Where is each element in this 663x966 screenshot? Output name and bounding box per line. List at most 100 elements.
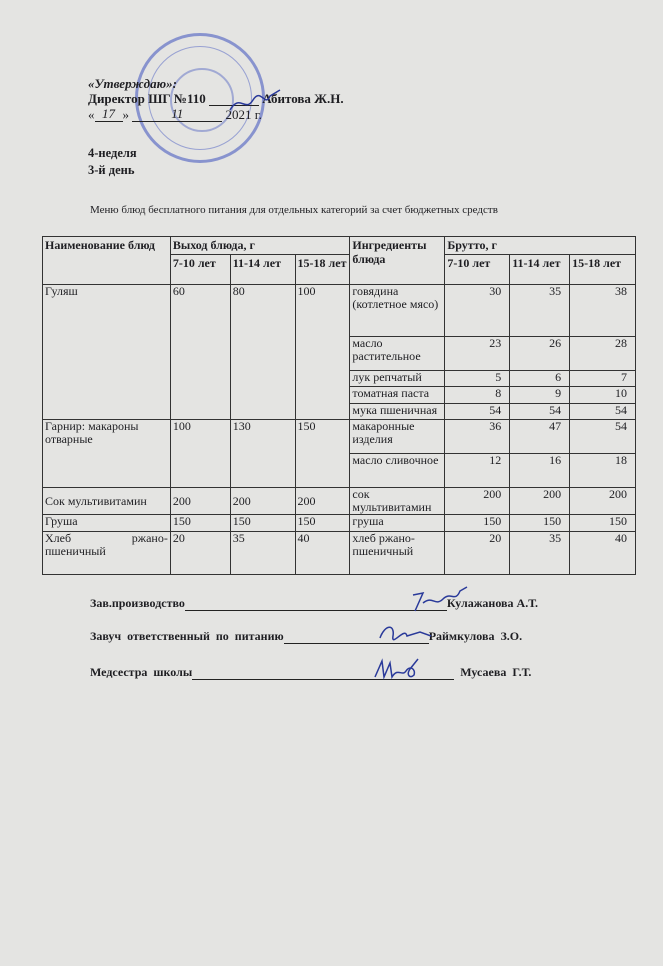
ingredient-gross: 9 bbox=[509, 386, 571, 404]
ingredient-gross: 5 bbox=[444, 370, 511, 387]
table-row: Гуляш 60 80 100 говядина (котлетное мясо) 30 3… bbox=[42, 284, 636, 420]
ingredient-gross: 54 bbox=[444, 403, 511, 420]
dish-output: 150 bbox=[169, 514, 231, 532]
ingredient-name: макаронные изделия bbox=[349, 419, 446, 454]
director-signature bbox=[229, 89, 281, 111]
signature-name: Кулажанова А.Т. bbox=[446, 596, 538, 610]
ingredient-name: груша bbox=[349, 514, 446, 532]
ingredient-gross: 38 bbox=[569, 284, 636, 337]
ingredient-gross: 26 bbox=[509, 336, 571, 371]
table-row: масло растительное 23 26 28 bbox=[43, 336, 636, 371]
ingredient-gross: 20 bbox=[444, 531, 511, 575]
dish-output: 40 bbox=[294, 531, 351, 575]
signature-row: Зав.производство Кулажанова А.Т. bbox=[90, 596, 538, 611]
dish-output: 130 bbox=[229, 419, 296, 488]
signature-role: Зав.производство bbox=[90, 596, 185, 610]
ingredient-gross: 8 bbox=[444, 386, 511, 404]
header-age-11-14: 11-14 лет bbox=[509, 254, 571, 285]
document-title: Меню блюд бесплатного питания для отдель… bbox=[90, 204, 498, 216]
ingredient-gross: 28 bbox=[569, 336, 636, 371]
dish-output: 150 bbox=[229, 514, 296, 532]
ingredient-gross: 10 bbox=[569, 386, 636, 404]
header-ingredients: Ингредиенты блюда bbox=[349, 236, 446, 285]
ingredient-gross: 54 bbox=[569, 419, 636, 454]
dish-output: 150 bbox=[294, 514, 351, 532]
signature-line bbox=[192, 679, 455, 680]
ingredient-name: сок мультивитамин bbox=[349, 487, 446, 515]
dish-output: 60 bbox=[169, 284, 231, 420]
dish-name: Сок мультивитамин bbox=[42, 487, 171, 515]
date-year: 2021 г. bbox=[225, 107, 262, 122]
ingredient-gross: 18 bbox=[569, 453, 636, 488]
header-dish: Наименование блюд bbox=[42, 236, 171, 285]
signature-row: Завуч ответственный по питанию Раймкулова… bbox=[90, 629, 522, 644]
signature-role: Завуч ответственный по питанию bbox=[90, 629, 284, 643]
date-day: 17 bbox=[94, 106, 123, 122]
ingredient-name: лук репчатый bbox=[349, 370, 446, 387]
header-gross: Брутто, г bbox=[444, 236, 636, 255]
ingredient-gross: 35 bbox=[509, 284, 571, 337]
header-age-15-18: 15-18 лет bbox=[569, 254, 636, 285]
ingredient-gross: 200 bbox=[444, 487, 511, 515]
signature-role: Медсестра школы bbox=[90, 665, 193, 679]
table-row: Гарнир: макароны отварные 100 130 150 макаро… bbox=[42, 419, 636, 488]
header-age-15-18: 15-18 лет bbox=[294, 254, 351, 285]
ingredient-gross: 54 bbox=[569, 403, 636, 420]
signature-name: Раймкулова З.О. bbox=[428, 629, 523, 643]
signature-row: Медсестра школы Мусаева Г.Т. bbox=[90, 665, 531, 680]
dish-output: 100 bbox=[294, 284, 351, 420]
header-age-7-10: 7-10 лет bbox=[444, 254, 511, 285]
menu-table: Наименование блюд Выход блюда, г Ингреди… bbox=[42, 236, 636, 575]
signature-raimkulova bbox=[379, 626, 432, 641]
dish-output: 20 bbox=[169, 531, 231, 575]
ingredient-gross: 150 bbox=[444, 514, 511, 532]
ingredient-gross: 30 bbox=[444, 284, 511, 337]
director-name: Абитова Ж.Н. bbox=[262, 91, 344, 106]
ingredient-gross: 12 bbox=[444, 453, 511, 488]
ingredient-gross: 150 bbox=[569, 514, 636, 532]
header-age-11-14: 11-14 лет bbox=[229, 254, 296, 285]
week-day-block: 4-неделя 3-й день bbox=[88, 145, 137, 179]
ingredient-gross: 47 bbox=[509, 419, 571, 454]
dish-name: Гуляш bbox=[42, 284, 171, 420]
signature-kulazhanova bbox=[412, 586, 468, 612]
table-row: Груша 150 150 150 груша 150 150 150 bbox=[42, 514, 636, 532]
ingredient-gross: 200 bbox=[509, 487, 571, 515]
dish-output: 80 bbox=[229, 284, 296, 420]
dish-output: 100 bbox=[169, 419, 231, 488]
director-line: Директор ШГ №110 bbox=[88, 91, 206, 106]
dish-output: 150 bbox=[294, 419, 351, 488]
ingredient-name: мука пшеничная bbox=[349, 403, 446, 420]
ingredient-gross: 36 bbox=[444, 419, 511, 454]
date-month: 11 bbox=[132, 106, 223, 122]
week-label: 4-неделя bbox=[88, 146, 137, 160]
ingredient-name: масло растительное bbox=[349, 336, 446, 371]
ingredient-gross: 16 bbox=[509, 453, 571, 488]
ingredient-gross: 200 bbox=[569, 487, 636, 515]
ingredient-name: говядина (котлетное мясо) bbox=[349, 284, 446, 337]
dish-name: Груша bbox=[42, 514, 171, 532]
ingredient-gross: 23 bbox=[444, 336, 511, 371]
signature-line bbox=[184, 610, 447, 611]
ingredient-gross: 7 bbox=[569, 370, 636, 387]
dish-name: Хлеб ржано-пшеничный bbox=[42, 531, 171, 575]
ingredient-name: хлеб ржано-пшеничный bbox=[349, 531, 446, 575]
header-output: Выход блюда, г bbox=[169, 236, 351, 255]
dish-output: 200 bbox=[169, 487, 231, 515]
table-row: Хлеб ржано-пшеничный 20 35 40 хлеб ржано-пше… bbox=[42, 531, 636, 575]
ingredient-name: масло сливочное bbox=[349, 453, 446, 488]
header-age-7-10: 7-10 лет bbox=[169, 254, 231, 285]
dish-output: 200 bbox=[229, 487, 296, 515]
ingredient-gross: 6 bbox=[509, 370, 571, 387]
dish-name: Гарнир: макароны отварные bbox=[42, 419, 171, 488]
dish-output: 200 bbox=[294, 487, 351, 515]
signature-musaeva bbox=[374, 658, 419, 680]
table-row: Сок мультивитамин 200 200 200 сок мультивита… bbox=[42, 487, 636, 515]
signature-name: Мусаева Г.Т. bbox=[460, 665, 532, 679]
ingredient-gross: 35 bbox=[509, 531, 571, 575]
ingredient-name: томатная паста bbox=[349, 386, 446, 404]
approval-label: «Утверждаю»: bbox=[88, 76, 177, 91]
ingredient-gross: 40 bbox=[569, 531, 636, 575]
ingredient-gross: 54 bbox=[509, 403, 571, 420]
approval-block: «Утверждаю»: Директор ШГ №110 Абитова Ж.… bbox=[88, 76, 344, 122]
